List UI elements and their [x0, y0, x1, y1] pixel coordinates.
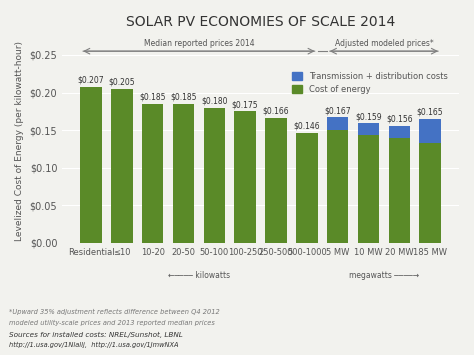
Bar [111, 89, 133, 243]
Text: Sources for installed costs: NREL/Sunshot, LBNL: Sources for installed costs: NREL/Sunsho… [9, 332, 183, 338]
Text: $0.146: $0.146 [293, 122, 320, 131]
Bar [234, 111, 256, 243]
Y-axis label: Levelized Cost of Energy (per kilowatt-hour): Levelized Cost of Energy (per kilowatt-h… [15, 42, 24, 241]
Bar [389, 138, 410, 243]
Text: $0.205: $0.205 [109, 77, 135, 87]
Bar [327, 130, 348, 243]
Text: $0.167: $0.167 [324, 106, 351, 115]
Bar [358, 135, 379, 243]
Bar [327, 117, 348, 130]
Text: $0.166: $0.166 [263, 107, 289, 116]
Text: $0.207: $0.207 [78, 76, 104, 85]
Text: $0.185: $0.185 [170, 93, 197, 102]
Text: Median reported prices 2014: Median reported prices 2014 [144, 39, 254, 48]
Bar [203, 108, 225, 243]
Bar [173, 104, 194, 243]
Bar [296, 133, 318, 243]
Title: SOLAR PV ECONOMIES OF SCALE 2014: SOLAR PV ECONOMIES OF SCALE 2014 [126, 15, 395, 29]
Text: modeled utility-scale prices and 2013 reported median prices: modeled utility-scale prices and 2013 re… [9, 320, 215, 326]
Text: megawatts ────→: megawatts ────→ [349, 271, 419, 280]
Bar [142, 104, 164, 243]
Bar [419, 119, 441, 143]
Bar [358, 123, 379, 135]
Bar [80, 87, 102, 243]
Legend: Transmission + distribution costs, Cost of energy: Transmission + distribution costs, Cost … [289, 69, 451, 97]
Text: ←──── kilowatts: ←──── kilowatts [168, 271, 230, 280]
Bar [419, 143, 441, 243]
Text: $0.156: $0.156 [386, 114, 413, 123]
Text: $0.175: $0.175 [232, 100, 258, 109]
Text: $0.159: $0.159 [355, 112, 382, 121]
Text: $0.185: $0.185 [139, 93, 166, 102]
Bar [389, 126, 410, 138]
Text: $0.180: $0.180 [201, 96, 228, 105]
Text: http://1.usa.gov/1Nlallj,  http://1.usa.gov/1JmwNXA: http://1.usa.gov/1Nlallj, http://1.usa.g… [9, 342, 179, 348]
Text: $0.165: $0.165 [417, 108, 444, 116]
Text: Adjusted modeled prices*: Adjusted modeled prices* [335, 39, 433, 48]
Text: *Upward 35% adjustment reflects difference between Q4 2012: *Upward 35% adjustment reflects differen… [9, 309, 220, 315]
Bar [265, 118, 287, 243]
